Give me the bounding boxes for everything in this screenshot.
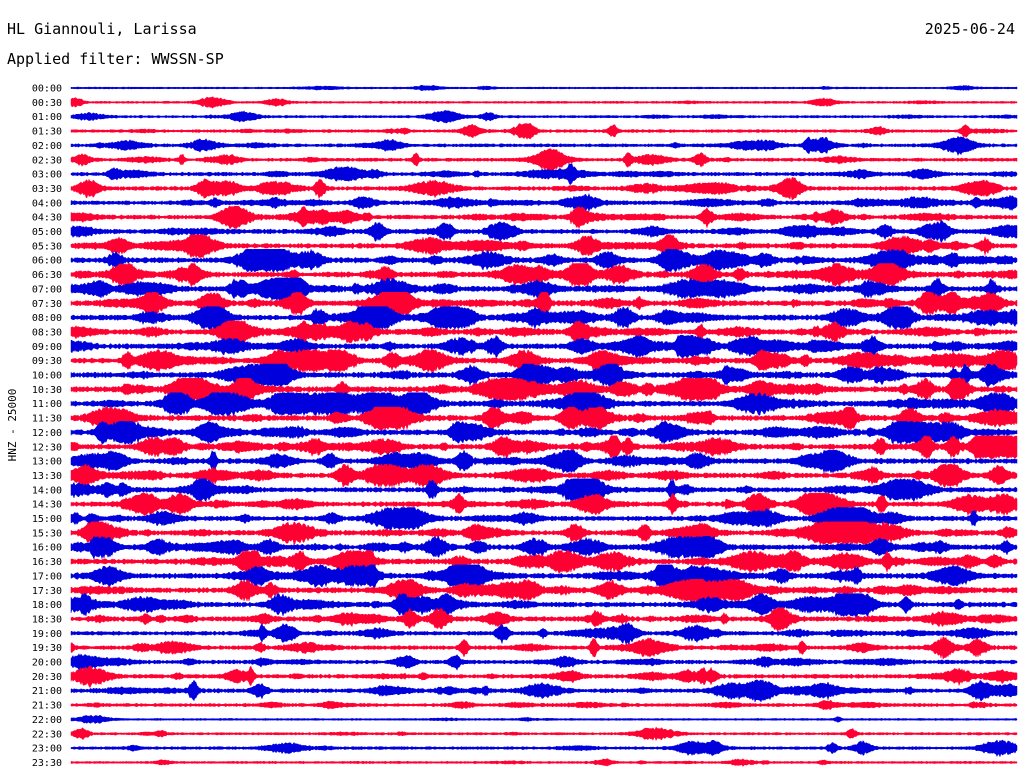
- time-label: 04:00: [32, 198, 62, 209]
- time-label: 07:00: [32, 284, 62, 295]
- time-label: 08:00: [32, 313, 62, 324]
- time-label: 16:30: [32, 557, 62, 568]
- time-label: 07:30: [32, 299, 62, 310]
- time-label: 00:00: [32, 84, 62, 95]
- time-label: 15:00: [32, 514, 62, 525]
- y-axis-label: HNZ - 25000: [6, 389, 19, 462]
- time-label: 13:30: [32, 471, 62, 482]
- time-label: 03:30: [32, 184, 62, 195]
- time-label: 12:00: [32, 428, 62, 439]
- time-label: 22:00: [32, 715, 62, 726]
- time-label: 23:00: [32, 744, 62, 755]
- time-label: 02:30: [32, 155, 62, 166]
- station-title: HL Giannouli, Larissa: [7, 20, 197, 38]
- time-label: 12:30: [32, 442, 62, 453]
- time-label: 06:30: [32, 270, 62, 281]
- time-label: 15:30: [32, 528, 62, 539]
- time-label-group: 00:00 00:30 01:00 01:30 02:00 02:30 03:00 03:30…: [32, 84, 62, 769]
- time-label: 23:30: [32, 758, 62, 769]
- time-label: 02:00: [32, 141, 62, 152]
- trace-group: [70, 84, 1018, 767]
- time-label: 19:00: [32, 629, 62, 640]
- time-label: 01:30: [32, 127, 62, 138]
- time-label: 01:00: [32, 112, 62, 123]
- time-label: 10:00: [32, 371, 62, 382]
- time-label: 10:30: [32, 385, 62, 396]
- time-label: 14:00: [32, 485, 62, 496]
- time-label: 14:30: [32, 500, 62, 511]
- time-label: 17:00: [32, 571, 62, 582]
- time-label: 03:00: [32, 170, 62, 181]
- time-label: 00:30: [32, 98, 62, 109]
- time-label: 11:00: [32, 399, 62, 410]
- time-label: 18:30: [32, 614, 62, 625]
- time-label: 17:30: [32, 586, 62, 597]
- time-label: 06:00: [32, 256, 62, 267]
- time-label: 11:30: [32, 414, 62, 425]
- time-label: 20:00: [32, 658, 62, 669]
- time-label: 09:30: [32, 356, 62, 367]
- time-label: 16:00: [32, 543, 62, 554]
- time-label: 20:30: [32, 672, 62, 683]
- time-label: 05:30: [32, 241, 62, 252]
- time-label: 13:00: [32, 457, 62, 468]
- time-label: 22:30: [32, 729, 62, 740]
- time-label: 08:30: [32, 327, 62, 338]
- time-label: 05:00: [32, 227, 62, 238]
- time-label: 19:30: [32, 643, 62, 654]
- date-label: 2025-06-24: [924, 20, 1015, 38]
- filter-label: Applied filter: WWSSN-SP: [7, 50, 224, 68]
- time-label: 04:30: [32, 213, 62, 224]
- time-label: 18:00: [32, 600, 62, 611]
- time-label: 21:30: [32, 701, 62, 712]
- time-label: 21:00: [32, 686, 62, 697]
- time-label: 09:00: [32, 342, 62, 353]
